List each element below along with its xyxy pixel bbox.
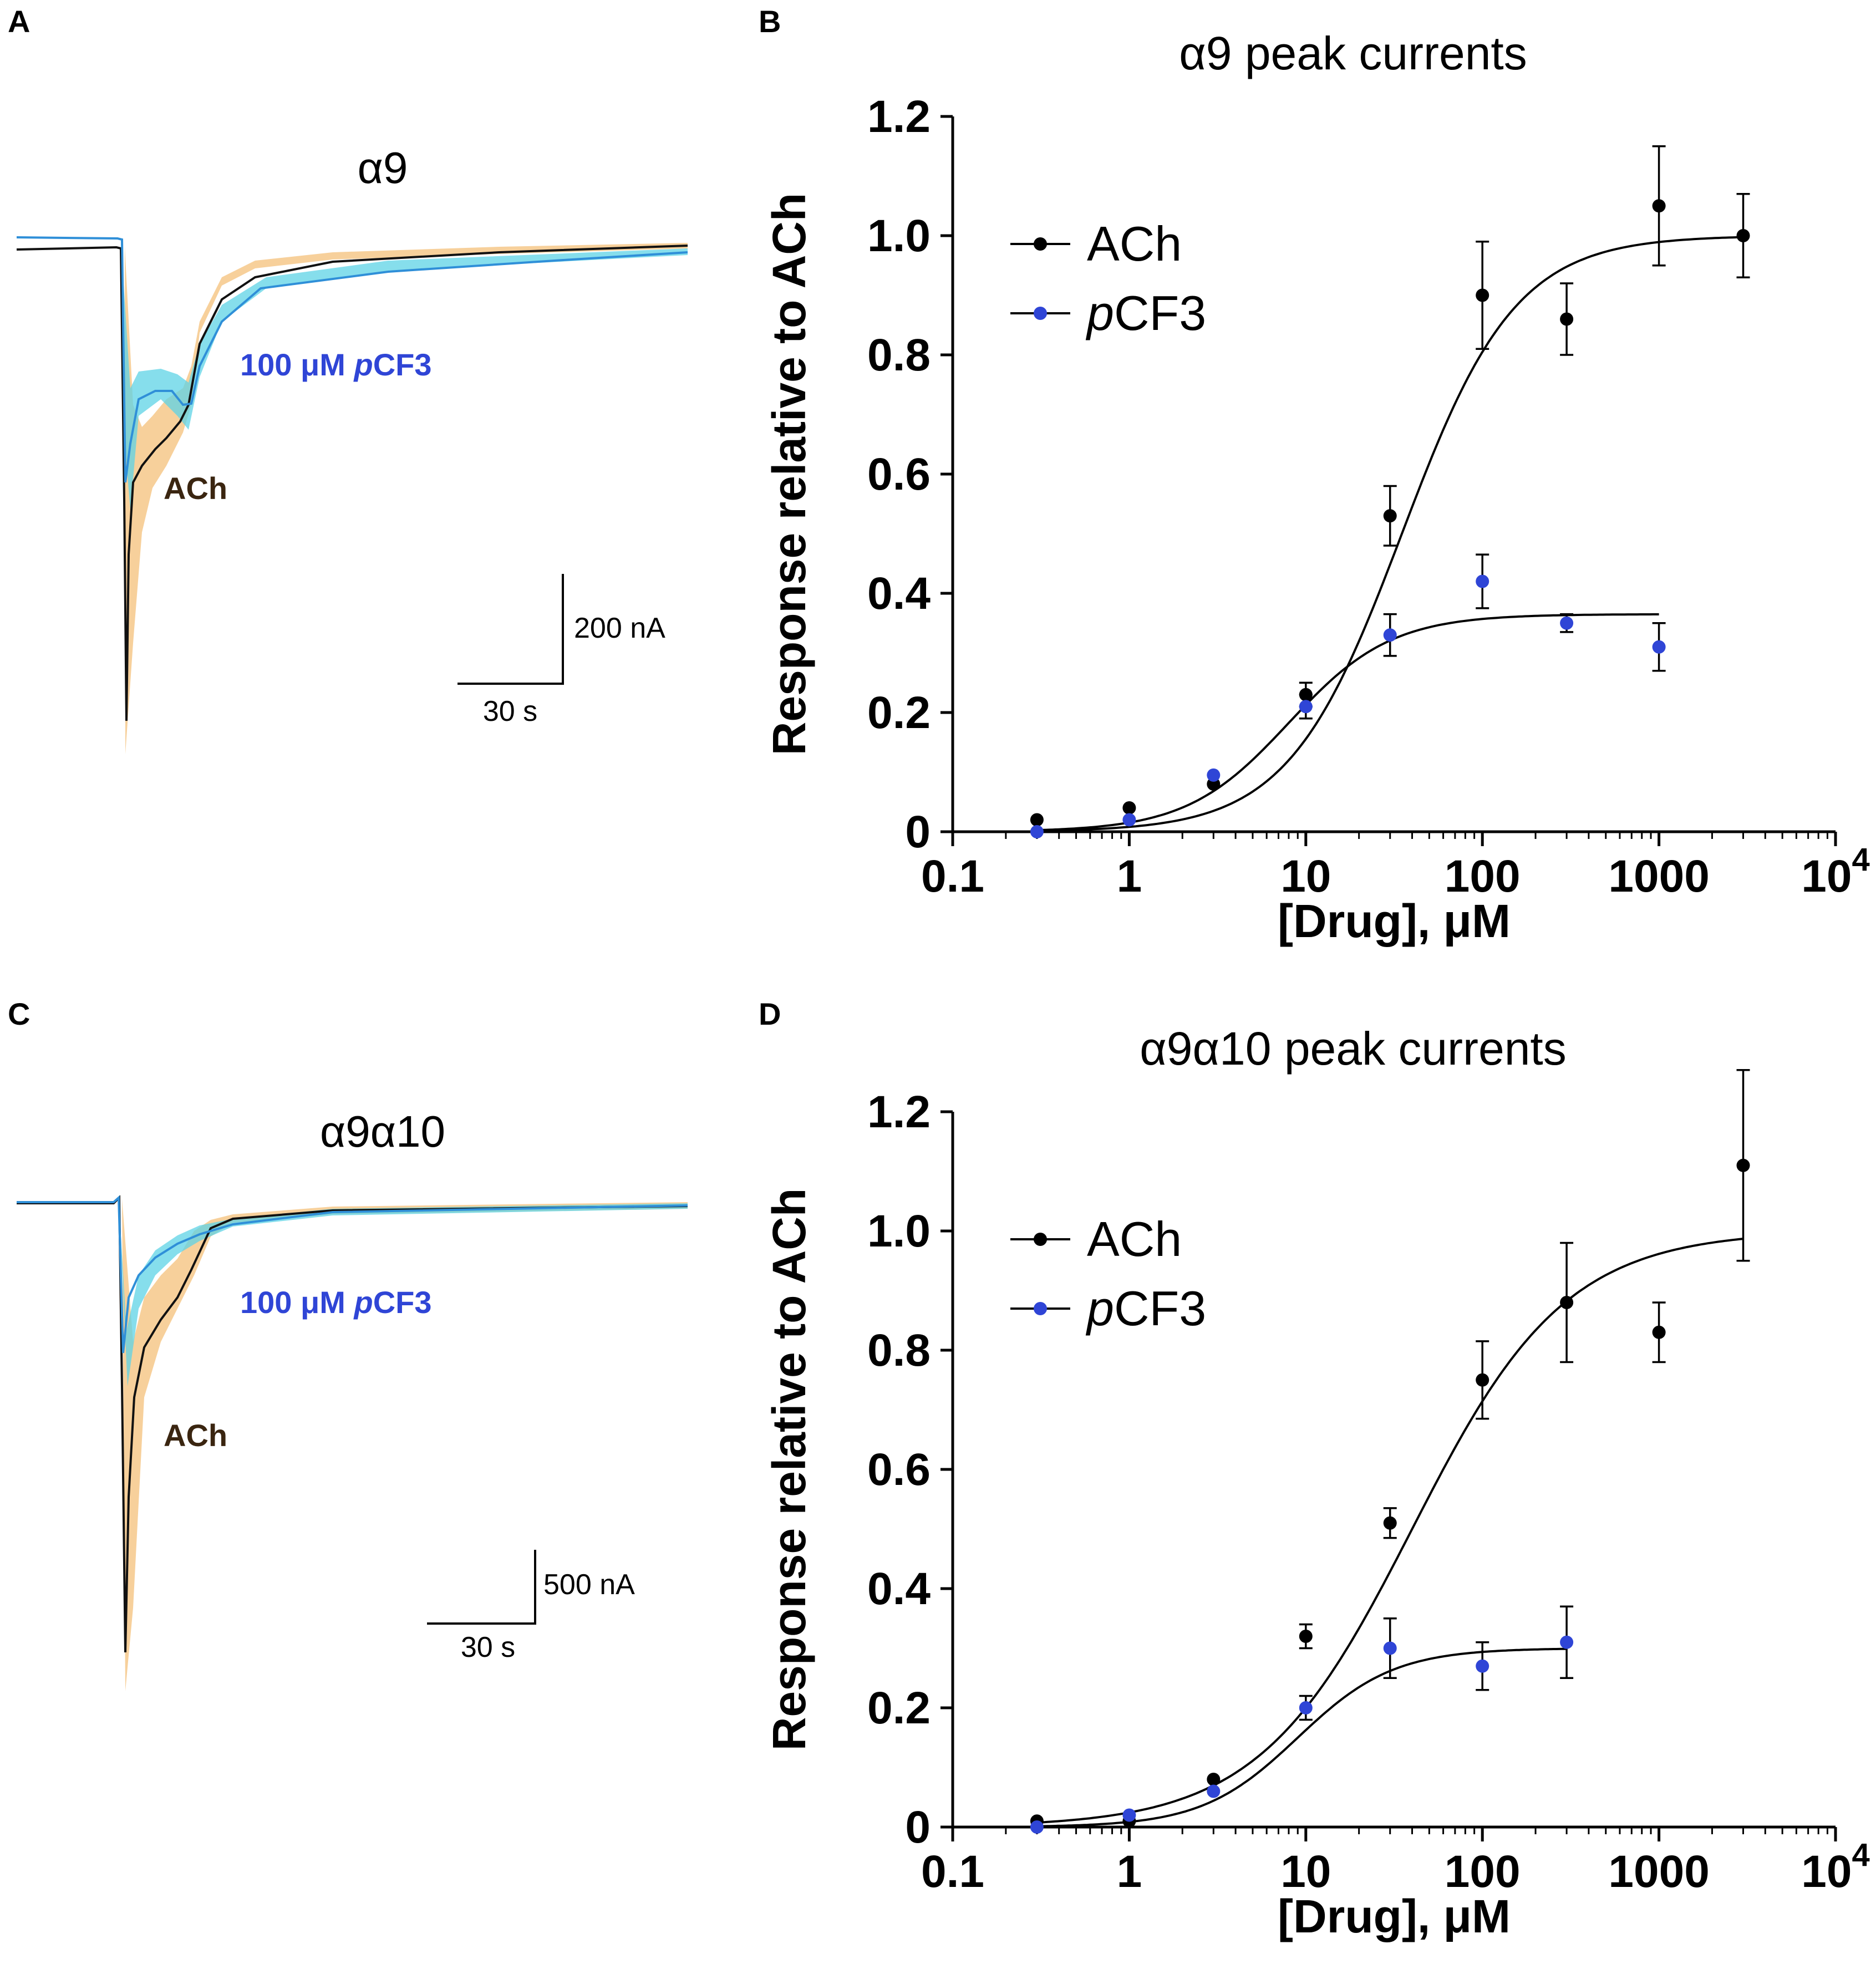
x-tick-label-d: 100 bbox=[1445, 1846, 1521, 1897]
x-tick-label-b: 1 bbox=[1117, 851, 1142, 902]
trace-title-c: α9α10 bbox=[320, 1107, 445, 1156]
data-point-pcf3-b bbox=[1383, 628, 1397, 642]
y-tick-label-b: 0.2 bbox=[867, 688, 931, 738]
data-point-pcf3-d bbox=[1030, 1820, 1044, 1834]
x-tick-label-d: 10 bbox=[1280, 1846, 1331, 1897]
x-tick-label-b: 100 bbox=[1445, 851, 1521, 902]
x-axis-label-d: [Drug], μM bbox=[1278, 1890, 1511, 1942]
data-point-pcf3-d bbox=[1560, 1635, 1574, 1649]
y-tick-label-d: 0.6 bbox=[867, 1444, 931, 1495]
scale-bar-c bbox=[427, 1550, 536, 1625]
scale-y-label-a: 200 nA bbox=[574, 612, 665, 644]
panel-letter-b: B bbox=[759, 4, 781, 39]
data-point-ach-b bbox=[1476, 288, 1489, 302]
trace-label-pcf3-c: 100 μM pCF3 bbox=[240, 1285, 431, 1320]
legend-label-ach-d: ACh bbox=[1087, 1212, 1182, 1266]
data-point-pcf3-b bbox=[1207, 768, 1221, 782]
y-tick-label-b: 0 bbox=[905, 807, 931, 857]
x-tick-label-b: 0.1 bbox=[921, 851, 984, 902]
x-tick-label-d: 104 bbox=[1801, 1837, 1869, 1897]
chart-alpha9-dose-response: α9 peak currents 0 0.2 0.4 0.6 0.8 1.0 1.2 0.1 1 1… bbox=[763, 27, 1870, 947]
legend-marker-pcf3-b bbox=[1034, 307, 1047, 320]
x-axis-label-b: [Drug], μM bbox=[1278, 895, 1511, 947]
scale-y-label-c: 500 nA bbox=[543, 1569, 635, 1601]
data-point-pcf3-d bbox=[1299, 1701, 1313, 1714]
y-tick-label-b: 1.0 bbox=[867, 211, 931, 261]
data-point-pcf3-b bbox=[1476, 574, 1489, 588]
data-point-pcf3-b bbox=[1652, 640, 1666, 654]
trace-title-a: α9 bbox=[358, 143, 408, 192]
scale-bar-a bbox=[457, 574, 564, 685]
data-point-ach-d bbox=[1299, 1630, 1313, 1643]
legend-marker-ach-d bbox=[1034, 1233, 1047, 1246]
panel-c: C α9α10 100 μM pCF3 ACh 500 nA 30 s bbox=[8, 996, 688, 1691]
fit-curve-pcf3-b bbox=[1036, 613, 1659, 832]
y-axis-label-b: Response relative to ACh bbox=[763, 193, 815, 755]
y-tick-label-d: 0.4 bbox=[867, 1564, 931, 1614]
fit-curve-pcf3-d bbox=[1036, 1647, 1567, 1828]
data-point-ach-d bbox=[1652, 1325, 1666, 1339]
x-tick-label-d: 1000 bbox=[1608, 1846, 1709, 1897]
data-point-ach-d bbox=[1383, 1516, 1397, 1530]
trace-label-ach-c: ACh bbox=[164, 1418, 227, 1453]
x-tick-label-d: 0.1 bbox=[921, 1846, 984, 1897]
y-tick-label-d: 0.2 bbox=[867, 1683, 931, 1733]
data-point-ach-b bbox=[1560, 312, 1574, 326]
data-point-ach-d bbox=[1476, 1373, 1489, 1387]
data-point-pcf3-b bbox=[1560, 616, 1574, 630]
y-tick-label-d: 0 bbox=[905, 1802, 931, 1853]
data-point-ach-b bbox=[1030, 813, 1044, 827]
x-tick-label-b: 1000 bbox=[1608, 851, 1709, 902]
data-point-ach-d bbox=[1736, 1158, 1750, 1172]
data-point-ach-d bbox=[1560, 1296, 1574, 1309]
legend-marker-ach-b bbox=[1034, 237, 1047, 251]
data-point-pcf3-b bbox=[1122, 813, 1136, 827]
legend-label-pcf3-b: pCF3 bbox=[1085, 286, 1206, 340]
data-point-pcf3-d bbox=[1207, 1784, 1221, 1798]
data-point-pcf3-b bbox=[1030, 825, 1044, 838]
legend-label-pcf3-d: pCF3 bbox=[1085, 1281, 1206, 1336]
chart-title-b: α9 peak currents bbox=[1179, 27, 1527, 79]
chart-title-d: α9α10 peak currents bbox=[1140, 1022, 1567, 1075]
chart-alpha9alpha10-dose-response: α9α10 peak currents 0 0.2 0.4 0.6 0.8 1.0 1.2 0.… bbox=[763, 1022, 1870, 1942]
data-point-ach-b bbox=[1122, 801, 1136, 815]
x-tick-label-b: 10 bbox=[1280, 851, 1331, 902]
data-point-ach-b bbox=[1736, 229, 1750, 242]
panel-letter-a: A bbox=[8, 4, 30, 39]
data-point-pcf3-d bbox=[1383, 1641, 1397, 1655]
y-tick-label-d: 1.0 bbox=[867, 1206, 931, 1256]
panel-b: B α9 peak currents 0 0.2 0.4 0.6 0.8 1.0 1.2 0.1… bbox=[759, 4, 1870, 947]
y-tick-label-b: 0.4 bbox=[867, 568, 931, 619]
pcf3-trace-a bbox=[16, 236, 688, 483]
data-point-ach-b bbox=[1383, 509, 1397, 523]
y-tick-label-d: 0.8 bbox=[867, 1325, 931, 1376]
pcf3-trace-c bbox=[17, 1195, 688, 1354]
data-point-pcf3-d bbox=[1476, 1659, 1489, 1673]
legend-marker-pcf3-d bbox=[1034, 1302, 1047, 1315]
y-tick-label-d: 1.2 bbox=[867, 1087, 931, 1137]
legend-label-ach-b: ACh bbox=[1087, 216, 1182, 271]
data-point-pcf3-b bbox=[1299, 700, 1313, 714]
fit-curve-ach-d bbox=[1036, 1238, 1743, 1824]
scale-x-label-c: 30 s bbox=[461, 1631, 515, 1663]
panel-a: A α9 100 μM pCF3 ACh 200 nA 30 s bbox=[8, 4, 688, 754]
x-tick-label-d: 1 bbox=[1117, 1846, 1142, 1897]
panel-letter-d: D bbox=[759, 996, 781, 1031]
trace-label-pcf3-a: 100 μM pCF3 bbox=[240, 347, 431, 382]
panel-letter-c: C bbox=[8, 996, 30, 1031]
fit-curve-ach-b bbox=[1036, 236, 1743, 832]
scale-x-label-a: 30 s bbox=[483, 695, 537, 727]
ach-trace-a bbox=[16, 245, 688, 721]
data-point-pcf3-d bbox=[1122, 1808, 1136, 1822]
data-point-ach-b bbox=[1652, 199, 1666, 213]
y-tick-label-b: 0.8 bbox=[867, 330, 931, 380]
y-tick-label-b: 1.2 bbox=[867, 91, 931, 142]
x-tick-label-b: 104 bbox=[1801, 842, 1869, 902]
y-tick-label-b: 0.6 bbox=[867, 449, 931, 500]
trace-label-ach-a: ACh bbox=[164, 471, 227, 506]
panel-d: D α9α10 peak currents 0 0.2 0.4 0.6 0.8 1.0 1.2… bbox=[759, 996, 1870, 1942]
data-point-ach-d bbox=[1207, 1773, 1221, 1786]
y-axis-label-d: Response relative to ACh bbox=[763, 1188, 815, 1751]
